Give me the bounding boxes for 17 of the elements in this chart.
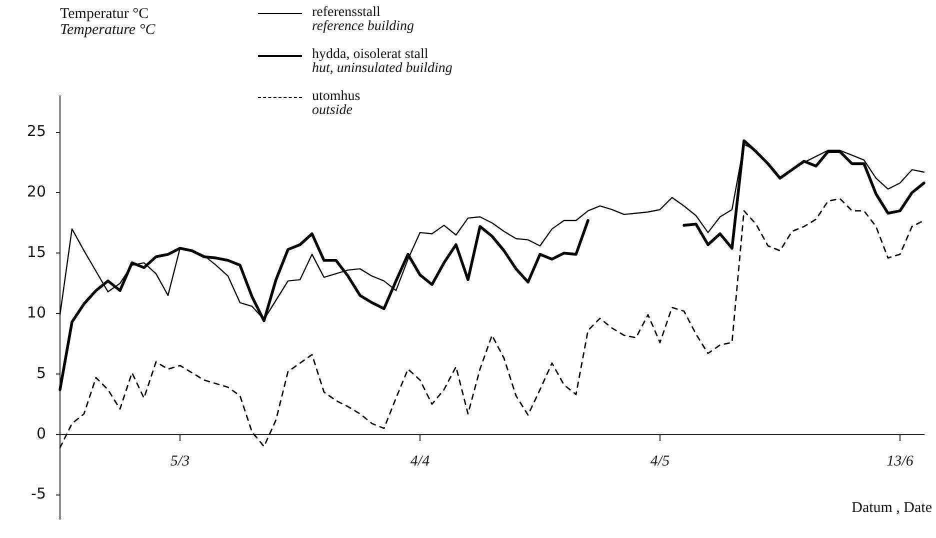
legend-label: utomhus outside [312, 89, 360, 118]
y-tick-label: 10 [26, 303, 46, 322]
y-tick-label: 25 [26, 122, 46, 140]
y-tick-label: -5 [31, 484, 46, 503]
y-tick-label: 0 [36, 424, 46, 442]
y-tick-label: 15 [26, 243, 46, 262]
x-axis-title: Datum , Date [852, 500, 932, 517]
x-tick-label: 4/5 [650, 453, 670, 470]
x-tick-label: 4/4 [410, 453, 430, 470]
y-axis-title: Temperatur °C Temperature °C [60, 6, 156, 38]
y-tick-label: 20 [26, 182, 46, 201]
y-tick-label: 5 [36, 364, 46, 382]
legend-label: referensstall reference building [312, 5, 414, 34]
legend-label: hydda, oisolerat stall hut, uninsulated building [312, 47, 452, 76]
x-tick-label: 5/3 [170, 453, 190, 470]
x-tick-label: 13/6 [886, 453, 914, 470]
line-series [59, 198, 925, 448]
